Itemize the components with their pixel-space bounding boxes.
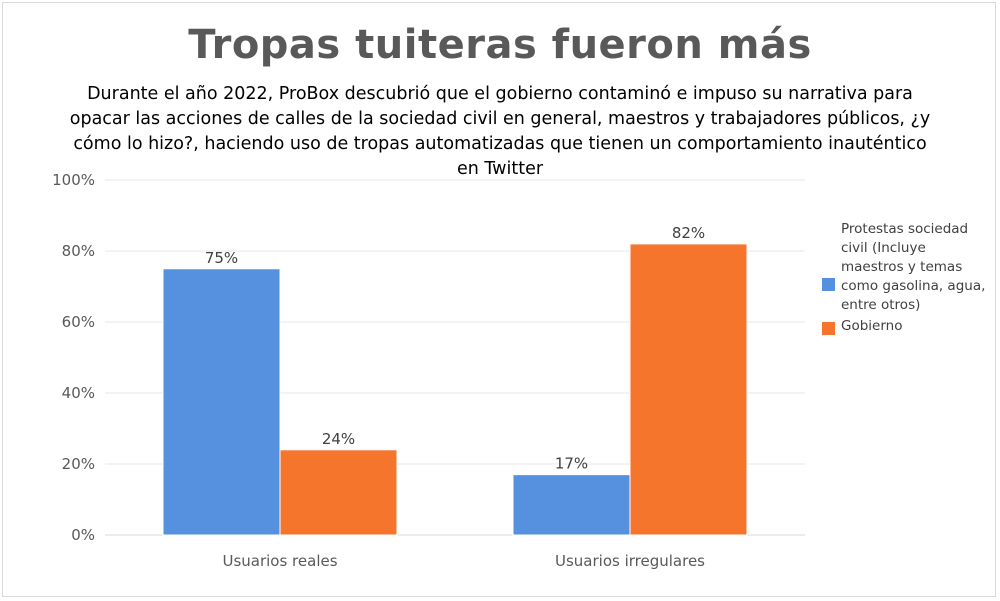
y-tick-label: 0% xyxy=(71,526,95,544)
data-label: 17% xyxy=(555,455,588,473)
legend-item-gobierno: Gobierno xyxy=(822,317,992,336)
legend: Protestas sociedad civil (Incluye maestr… xyxy=(822,220,992,338)
legend-label-protestas: Protestas sociedad civil (Incluye maestr… xyxy=(841,221,986,313)
data-label: 24% xyxy=(322,430,355,448)
data-label: 75% xyxy=(205,249,238,267)
chart-title: Tropas tuiteras fueron más xyxy=(188,22,812,68)
bar xyxy=(629,243,748,536)
y-tick-label: 80% xyxy=(62,242,95,260)
bar xyxy=(162,268,281,536)
chart-subtitle: Durante el año 2022, ProBox descubrió qu… xyxy=(69,84,931,179)
bar xyxy=(512,474,631,536)
x-tick-label: Usuarios irregulares xyxy=(555,552,705,570)
y-tick-label: 40% xyxy=(62,384,95,402)
legend-swatch-gobierno xyxy=(822,322,835,335)
y-tick-label: 20% xyxy=(62,455,95,473)
legend-label-gobierno: Gobierno xyxy=(841,318,903,334)
y-tick-label: 60% xyxy=(62,313,95,331)
y-tick-label: 100% xyxy=(52,171,95,189)
data-label: 82% xyxy=(672,224,705,242)
bar xyxy=(279,449,398,536)
legend-swatch-protestas xyxy=(822,278,835,291)
x-tick-label: Usuarios reales xyxy=(222,552,337,570)
legend-item-protestas: Protestas sociedad civil (Incluye maestr… xyxy=(822,220,992,315)
